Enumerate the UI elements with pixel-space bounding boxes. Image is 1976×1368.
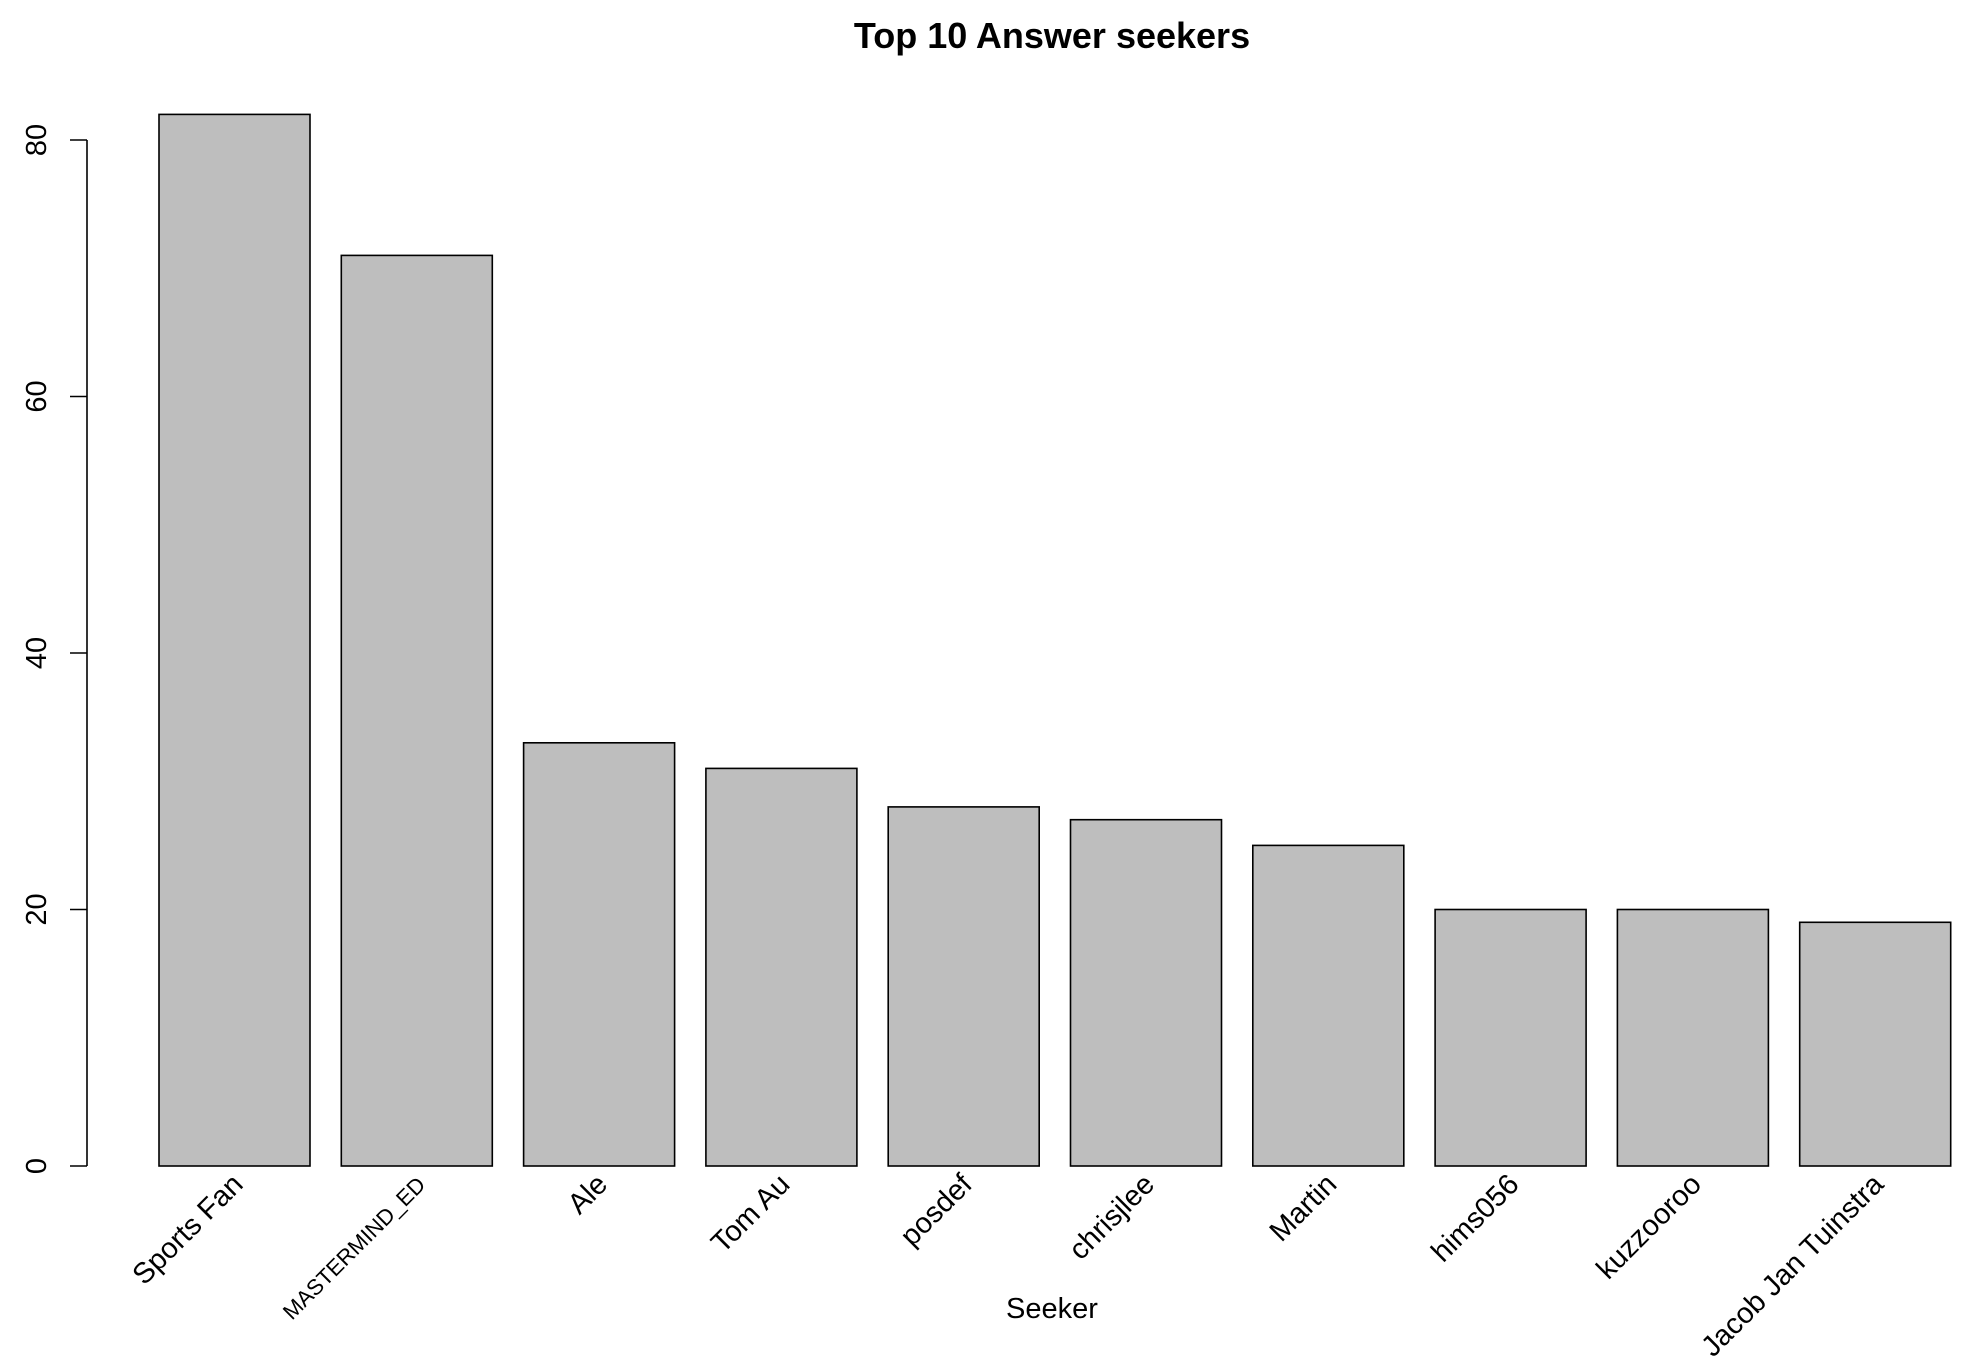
bars-group [158, 113, 1952, 1167]
x-tick-label-sports-fan: Sports Fan [127, 1168, 250, 1291]
y-axis: 0 20 40 60 80 [21, 124, 88, 1174]
x-tick-label-mastermind-ed: MASTERMIND_ED [278, 1172, 431, 1325]
bar-martin [1252, 844, 1405, 1167]
x-tick-label-jacob-jan-tuinstra: Jacob Jan Tuinstra [1695, 1168, 1890, 1363]
x-tick-label-posdef: posdef [894, 1168, 979, 1253]
bar-posdef [887, 806, 1041, 1167]
bar-sports-fan [158, 113, 311, 1167]
x-tick-label-tom-au: Tom Au [705, 1168, 796, 1259]
bar-hims056 [1434, 908, 1587, 1167]
bar-tom-au [705, 767, 858, 1167]
y-tick-label-60: 60 [21, 380, 53, 412]
bar-kuzzooroo [1616, 908, 1770, 1167]
x-tick-label-martin: Martin [1264, 1168, 1344, 1248]
x-tick-label-kuzzooroo: kuzzooroo [1591, 1168, 1708, 1285]
bar-chrisjlee [1069, 818, 1223, 1167]
y-tick-label-0: 0 [21, 1158, 53, 1174]
x-tick-label-chrisjlee: chrisjlee [1063, 1168, 1161, 1266]
y-tick-label-80: 80 [21, 124, 53, 156]
bar-jacob-jan-tuinstra [1798, 921, 1952, 1167]
y-tick-label-20: 20 [21, 893, 53, 925]
bar-mastermind-ed [340, 254, 494, 1167]
x-tick-label-hims056: hims056 [1425, 1168, 1525, 1268]
x-axis-label: Seeker [1006, 1293, 1098, 1325]
y-tick-label-40: 40 [21, 637, 53, 669]
x-tick-labels: Sports Fan MASTERMIND_ED Ale Tom Au posdef ch… [127, 1168, 1891, 1363]
chart-title: Top 10 Answer seekers [854, 15, 1250, 56]
x-tick-label-ale: Ale [562, 1168, 614, 1220]
bar-ale [522, 741, 676, 1167]
